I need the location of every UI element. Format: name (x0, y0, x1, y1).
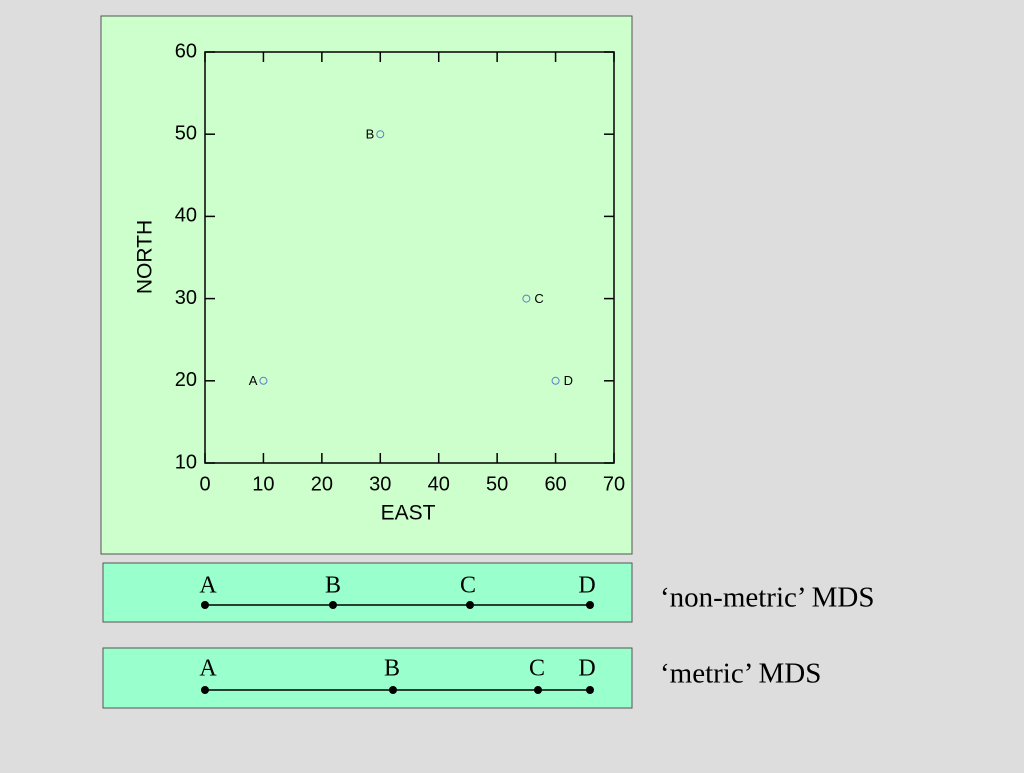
strip-caption: ‘non-metric’ MDS (660, 582, 875, 614)
strip-label: B (384, 656, 400, 682)
x-tick-label: 10 (252, 473, 274, 495)
point-label: A (249, 373, 258, 388)
strip-label: C (460, 573, 476, 599)
point (259, 376, 268, 385)
strip-label: A (199, 656, 217, 682)
point (376, 130, 385, 139)
strip-dot (201, 686, 209, 694)
strip-label: A (199, 573, 217, 599)
strip-panel (102, 647, 633, 709)
strip-dot (586, 686, 594, 694)
chart-panel (100, 15, 633, 555)
y-tick-label: 30 (175, 287, 197, 309)
strip-label: D (578, 656, 595, 682)
strip-dot (534, 686, 542, 694)
plot-frame (204, 51, 615, 464)
y-tick-label: 20 (175, 369, 197, 391)
x-tick-label: 40 (428, 473, 450, 495)
x-tick-label: 20 (311, 473, 333, 495)
strip-label: B (325, 573, 341, 599)
y-tick-label: 60 (175, 40, 197, 62)
y-axis-label: NORTH (134, 220, 157, 294)
point-label: B (366, 127, 375, 142)
strip: A B C D ‘metric’ MDS (102, 647, 821, 709)
y-tick-label: 50 (175, 122, 197, 144)
x-tick-label: 30 (369, 473, 391, 495)
x-tick-label: 60 (544, 473, 566, 495)
x-axis-label: EAST (381, 502, 436, 525)
strip-panel (102, 562, 633, 623)
strip-caption: ‘metric’ MDS (660, 658, 821, 690)
strip: A B C D ‘non-metric’ MDS (102, 562, 875, 623)
y-tick-label: 40 (175, 205, 197, 227)
point-label: C (534, 291, 543, 306)
strip-dot (586, 601, 594, 609)
point-label: D (564, 373, 573, 388)
strip-dot (389, 686, 397, 694)
x-tick-label: 0 (199, 473, 210, 495)
point (551, 376, 560, 385)
point (522, 294, 531, 303)
strip-label: C (529, 656, 545, 682)
strip-dot (466, 601, 474, 609)
strip-label: D (578, 573, 595, 599)
x-tick-label: 50 (486, 473, 508, 495)
strip-dot (201, 601, 209, 609)
y-tick-label: 10 (175, 451, 197, 473)
x-tick-label: 70 (603, 473, 625, 495)
strip-dot (329, 601, 337, 609)
